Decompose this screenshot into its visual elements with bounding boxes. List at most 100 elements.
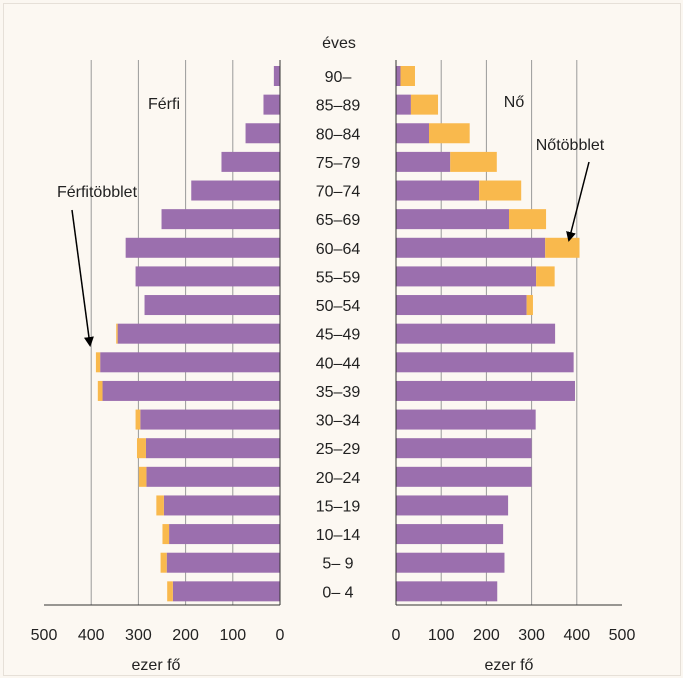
bar-male-base — [161, 209, 280, 230]
bar-male-base — [245, 123, 280, 144]
bar-female-base — [396, 266, 537, 287]
bar-male-base — [169, 524, 280, 545]
bar-male-base — [146, 466, 280, 487]
bar-female-excess — [509, 209, 547, 230]
age-group-label: 35–39 — [316, 384, 361, 401]
bar-male-base — [263, 94, 280, 115]
annotation-male-excess: Férfitöbblet — [57, 184, 138, 201]
age-group-label: 10–14 — [316, 527, 361, 544]
bar-male-excess — [97, 380, 103, 401]
age-group-label: 75–79 — [316, 155, 361, 172]
x-tick-label-right: 500 — [609, 627, 636, 644]
bar-female-base — [396, 352, 574, 373]
chart-frame — [3, 3, 681, 676]
age-group-label: 20–24 — [316, 470, 361, 487]
bar-male-base — [100, 352, 280, 373]
x-tick-label-left: 0 — [276, 627, 285, 644]
bar-female-base — [396, 581, 498, 602]
bar-male-base — [117, 323, 280, 344]
age-group-label: 5– 9 — [322, 556, 353, 573]
bar-male-excess — [136, 438, 146, 459]
age-group-label: 50–54 — [316, 298, 361, 315]
age-group-label: 70–74 — [316, 184, 361, 201]
bar-female-excess — [400, 66, 415, 86]
bar-female-base — [396, 438, 532, 459]
annotation-female-excess: Nőtöbblet — [536, 137, 605, 154]
bar-male-base — [166, 552, 280, 573]
age-group-label: 90– — [325, 69, 352, 86]
x-axis-title-left: ezer fő — [132, 657, 181, 674]
bar-male-excess — [116, 323, 118, 344]
bar-female-base — [396, 123, 429, 144]
bar-female-base — [396, 409, 536, 430]
bar-male-base — [102, 380, 280, 401]
x-tick-label-left: 200 — [172, 627, 199, 644]
x-tick-label-right: 300 — [518, 627, 545, 644]
age-group-label: 30–34 — [316, 413, 361, 430]
axes — [44, 60, 622, 606]
x-tick-label-left: 400 — [78, 627, 105, 644]
bar-male-excess — [135, 409, 141, 430]
age-group-label: 40–44 — [316, 355, 361, 372]
age-axis-title: éves — [322, 35, 356, 52]
bar-male-base — [140, 409, 280, 430]
bar-male-excess — [156, 495, 164, 516]
bar-female-base — [396, 466, 532, 487]
age-group-label: 60–64 — [316, 241, 361, 258]
age-group-label: 65–69 — [316, 212, 361, 229]
bar-male-base — [172, 581, 280, 602]
bar-female-base — [396, 180, 480, 201]
bar-female-base — [396, 94, 411, 115]
bar-female-excess — [545, 237, 580, 258]
age-group-label: 55–59 — [316, 269, 361, 286]
x-tick-label-right: 400 — [563, 627, 590, 644]
bar-male-base — [273, 66, 280, 86]
age-group-label: 15–19 — [316, 498, 361, 515]
bar-female-base — [396, 495, 509, 516]
bar-female-excess — [450, 151, 497, 172]
arrow-male-excess — [71, 209, 94, 347]
bar-female-base — [396, 209, 509, 230]
x-tick-label-left: 500 — [31, 627, 58, 644]
bar-female-base — [396, 524, 504, 545]
x-tick-label-right: 200 — [473, 627, 500, 644]
bar-female-excess — [410, 94, 439, 115]
bar-male-base — [221, 151, 280, 172]
bar-male-base — [145, 438, 280, 459]
age-group-label: 80–84 — [316, 126, 361, 143]
x-tick-label-right: 0 — [392, 627, 401, 644]
bar-male-excess — [160, 552, 167, 573]
panel-label-male: Férfi — [148, 96, 180, 113]
bar-female-base — [396, 66, 401, 86]
bar-female-base — [396, 295, 527, 316]
bar-female-excess — [526, 295, 533, 316]
bar-male-base — [135, 266, 280, 287]
bar-male-excess — [95, 352, 101, 373]
bar-male-base — [144, 295, 280, 316]
bar-female-excess — [479, 180, 522, 201]
bar-male-base — [163, 495, 280, 516]
bar-female-base — [396, 237, 546, 258]
bar-male-excess — [167, 581, 173, 602]
bar-male-excess — [162, 524, 170, 545]
age-group-label: 45–49 — [316, 327, 361, 344]
bar-female-base — [396, 151, 451, 172]
labels: 90– 85–89 80–84 75–79 70–74 65–69 60–64 55–59 50… — [31, 35, 636, 674]
age-group-label: 85–89 — [316, 98, 361, 115]
age-group-label: 0– 4 — [322, 584, 353, 601]
age-group-label: 25–29 — [316, 441, 361, 458]
arrow-female-excess — [566, 161, 590, 242]
bar-male-base — [125, 237, 280, 258]
bar-male-excess — [138, 466, 147, 487]
bar-female-base — [396, 380, 575, 401]
x-tick-label-left: 100 — [219, 627, 246, 644]
x-tick-label-right: 100 — [428, 627, 455, 644]
annotations: Férfitöbblet Nőtöbblet — [57, 137, 605, 347]
bars — [95, 66, 580, 602]
bar-female-excess — [428, 123, 470, 144]
panel-label-female: Nő — [504, 94, 525, 111]
x-axis-title-right: ezer fő — [485, 657, 534, 674]
bar-female-base — [396, 323, 556, 344]
x-tick-label-left: 300 — [125, 627, 152, 644]
